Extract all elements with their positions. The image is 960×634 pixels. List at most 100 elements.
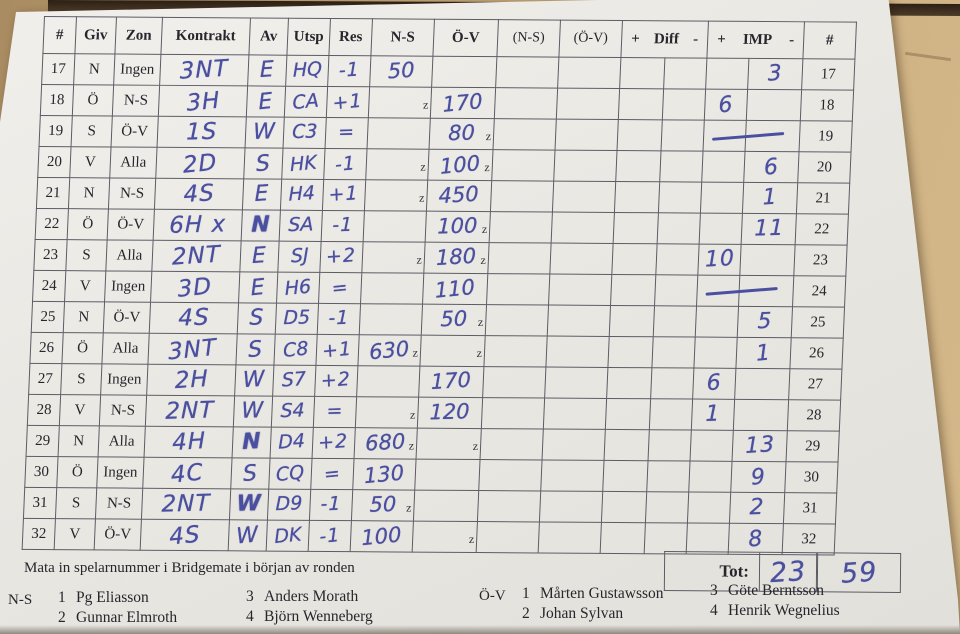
dealer-value: V	[74, 402, 86, 419]
handwritten-imp-minus: 3	[767, 60, 784, 87]
vulnerable-z-mark: z	[416, 252, 423, 267]
ov-score-cell: 110	[422, 273, 488, 305]
imp-plus-cell: 6	[704, 89, 748, 121]
imp-minus-cell	[734, 368, 790, 400]
diff-plus-cell	[607, 336, 654, 368]
declarer-cell: S	[243, 147, 284, 180]
handwritten-declarer: N	[241, 428, 262, 456]
ns-score-cell: z	[355, 396, 419, 429]
handwritten-contract: 4H	[171, 427, 207, 456]
handwritten-imp-minus: 13	[744, 432, 776, 459]
handwritten-ns-score: 50	[369, 492, 397, 517]
player-name-line: 1 Pg Eliasson	[58, 588, 177, 608]
dealer-cell: N	[63, 301, 105, 333]
result-cell: -1	[327, 55, 371, 87]
handwritten-contract: 2H	[173, 365, 209, 394]
ns-players-col2: 3 Anders Morath 4 Björn Wenneberg	[246, 587, 373, 627]
handwritten-lead: CA	[292, 89, 320, 115]
ns-score-cell: z	[364, 179, 428, 212]
ov-adjusted-cell	[549, 243, 614, 275]
diff-minus-cell	[653, 305, 697, 338]
col-header-ov-score: Ö-V	[432, 19, 499, 57]
dealer-value: Ö	[82, 216, 94, 233]
declarer-cell: W	[229, 488, 269, 521]
lead-cell: HK	[281, 148, 326, 180]
lead-cell: D9	[267, 489, 311, 521]
result-cell: =	[325, 117, 369, 149]
contract-cell: 3NT	[147, 333, 238, 365]
imp-minus-cell: 1	[735, 337, 792, 369]
ns-pair-label: N-S	[8, 592, 33, 608]
vulnerable-z-mark: z	[409, 407, 416, 422]
declarer-cell: E	[238, 271, 278, 304]
player-name-line: 4 Henrik Wegnelius	[710, 601, 840, 621]
board-number-cell-right: 32	[782, 523, 836, 556]
vulnerability-cell: N-S	[108, 177, 156, 210]
result-cell: +2	[319, 241, 364, 273]
imp-minus-cell	[733, 399, 789, 431]
handwritten-imp-plus: 10	[704, 245, 735, 273]
player-number: 4	[246, 608, 254, 625]
imp-minus-cell: 1	[742, 182, 798, 214]
board-number-cell: 30	[24, 456, 59, 488]
handwritten-ns-score: 50	[387, 57, 415, 84]
dealer-value: S	[87, 123, 97, 140]
result-cell: -1	[309, 489, 353, 521]
vulnerability-cell: Alla	[109, 146, 158, 179]
vulnerability-cell: Ö-V	[107, 208, 155, 241]
diff-plus-cell	[613, 212, 659, 244]
handwritten-ov-score: 50	[440, 306, 468, 332]
ns-score-cell: z	[365, 148, 430, 181]
ov-score-cell: 100 z	[427, 149, 494, 181]
handwritten-lead: D4	[278, 429, 306, 454]
handwritten-declarer: E	[254, 181, 270, 207]
handwritten-imp-minus: 11	[753, 215, 784, 242]
dealer-value: V	[69, 526, 81, 543]
board-number-cell: 32	[22, 518, 56, 550]
handwritten-contract: 1S	[185, 118, 218, 146]
ov-score-cell: 180 z	[423, 242, 490, 274]
ns-score-cell: 50 z	[351, 489, 415, 522]
vulnerability-cell: Alla	[101, 332, 150, 365]
handwritten-total-minus: 59	[839, 556, 879, 590]
col-header-contract: Kontrakt	[160, 17, 251, 55]
dealer-cell: Ö	[61, 332, 104, 364]
ov-score-cell: 120	[417, 397, 483, 429]
ns-score-cell: 50	[369, 55, 433, 88]
handwritten-contract: 4C	[170, 458, 205, 489]
board-number-cell: 31	[23, 487, 57, 519]
result-cell: +1	[315, 334, 360, 366]
ov-adjusted-cell	[548, 274, 612, 306]
vulnerable-z-mark: z	[485, 129, 492, 144]
ov-adjusted-cell	[555, 119, 619, 151]
result-cell: +2	[314, 365, 358, 397]
vulnerability-value: Alla	[112, 340, 139, 357]
dealer-cell: S	[60, 363, 102, 395]
imp-minus-cell: 11	[741, 213, 797, 245]
diff-minus-cell	[658, 181, 702, 214]
imp-plus-cell	[700, 182, 744, 214]
result-cell: +1	[326, 86, 370, 118]
player-number: 2	[522, 605, 530, 622]
handwritten-contract: 2NT	[161, 489, 211, 518]
handwritten-ov-score: 170	[430, 367, 472, 395]
dealer-value: N	[83, 185, 95, 202]
player-number: 3	[246, 588, 254, 605]
ns-score-cell: z	[368, 86, 432, 119]
vulnerability-value: Alla	[108, 433, 135, 450]
handwritten-ns-score: 680	[365, 429, 407, 456]
board-number-cell: 24	[32, 270, 66, 302]
lead-cell: D4	[270, 427, 314, 459]
contract-cell: 2NT	[151, 240, 242, 272]
handwritten-ov-score: 100	[437, 213, 478, 239]
player-name: Anders Morath	[264, 588, 359, 605]
result-cell: =	[318, 272, 362, 304]
col-header-board: #	[42, 16, 77, 54]
declarer-cell: W	[245, 116, 285, 149]
handwritten-imp-plus: 6	[717, 92, 735, 119]
handwritten-result: +1	[332, 89, 364, 115]
imp-plus-sign: +	[716, 31, 727, 48]
ov-score-cell	[413, 490, 479, 522]
col-header-ov-adjusted: (Ö-V)	[558, 20, 623, 58]
board-number-cell-right: 27	[788, 368, 842, 401]
